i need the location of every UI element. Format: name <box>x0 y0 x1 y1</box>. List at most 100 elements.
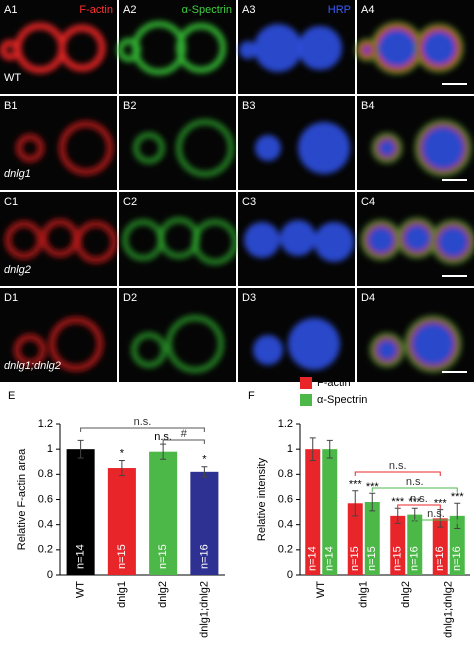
spectrin-signal <box>131 332 167 368</box>
y-tick-label: 0.6 <box>38 493 53 505</box>
n-label: n=14 <box>324 546 336 571</box>
bracket-label: # <box>181 428 188 440</box>
n-label: n=15 <box>157 544 169 569</box>
panel-id: B3 <box>242 100 255 112</box>
panel-id: C3 <box>242 196 256 208</box>
n-label: n=15 <box>349 546 361 571</box>
y-tick-label: 0.4 <box>278 519 293 531</box>
bar <box>190 471 219 575</box>
signal <box>369 315 462 373</box>
actin-signal <box>74 220 118 264</box>
panel-id: C4 <box>361 196 375 208</box>
hrp-signal <box>254 24 302 72</box>
panel-id: D4 <box>361 292 375 304</box>
bracket-label: n.s. <box>427 508 445 520</box>
signal <box>255 122 350 174</box>
y-axis-label: Relative F-actin area <box>16 448 28 550</box>
n-label: n=14 <box>75 544 87 569</box>
spectrin-signal <box>192 219 238 265</box>
error-bar <box>352 490 359 517</box>
micrograph: B2 <box>119 96 236 190</box>
genotype-label: WT <box>4 72 21 84</box>
micrograph: C4 <box>357 192 474 286</box>
signal <box>4 218 118 264</box>
significance-label: *** <box>366 481 380 493</box>
error-bar <box>437 509 444 528</box>
y-tick-label: 0.2 <box>278 544 293 556</box>
actin-signal <box>4 220 44 260</box>
error-bar <box>369 492 376 512</box>
significance-bracket <box>354 471 441 476</box>
hrp-signal <box>255 135 281 161</box>
hrp-signal <box>433 222 473 262</box>
significance-bracket <box>162 439 205 444</box>
genotype-label: dnlg2 <box>4 264 31 276</box>
spectrin-signal <box>414 23 464 73</box>
micrograph: A2 α-Spectrin <box>117 0 236 94</box>
hrp-signal <box>288 318 340 370</box>
bracket-label: n.s. <box>406 476 424 488</box>
x-tick-label: dnlg1 <box>116 581 128 608</box>
genotype-label: dnlg1 <box>4 168 31 180</box>
signal <box>253 318 340 370</box>
error-bar <box>309 437 316 461</box>
spectrin-signal <box>430 219 474 265</box>
spectrin-signal <box>166 315 224 373</box>
signal <box>13 316 104 372</box>
n-label: n=14 <box>307 546 319 571</box>
micrograph: A4 <box>355 0 474 94</box>
n-label: n=15 <box>366 546 378 571</box>
n-label: n=16 <box>198 544 210 569</box>
legend-label: α-Spectrin <box>317 394 367 406</box>
y-tick-label: 0.4 <box>38 519 53 531</box>
bar <box>347 503 363 575</box>
y-tick-label: 0.6 <box>278 493 293 505</box>
significance-label: * <box>120 447 125 459</box>
significance-label: *** <box>434 497 448 509</box>
hrp-signal <box>417 122 469 174</box>
y-axis-label: Relative intensity <box>256 457 268 541</box>
panel-id: A2 <box>123 4 136 16</box>
panel-id: A3 <box>242 4 255 16</box>
panel-id: D3 <box>242 292 256 304</box>
hrp-signal <box>407 318 459 370</box>
signal <box>239 24 342 72</box>
y-tick-label: 0 <box>47 569 53 581</box>
micrograph: D3 <box>238 288 355 382</box>
micrograph: C3 <box>238 192 355 286</box>
bar <box>407 514 423 575</box>
panel-label: E <box>8 390 15 402</box>
hrp-signal <box>417 26 461 70</box>
panel-label: F <box>248 390 255 402</box>
actin-signal <box>15 133 45 163</box>
micrograph: D4 <box>357 288 474 382</box>
y-tick-label: 1.2 <box>38 418 53 430</box>
signal <box>15 120 114 176</box>
significance-label: * <box>202 454 207 466</box>
signal <box>0 22 106 74</box>
actin-signal <box>58 24 106 72</box>
hrp-signal <box>239 41 257 59</box>
bar <box>107 468 136 575</box>
significance-label: *** <box>349 479 363 491</box>
y-tick-label: 0 <box>287 569 293 581</box>
spectrin-signal <box>355 38 379 62</box>
bar <box>149 451 178 575</box>
y-tick-label: 1 <box>287 443 293 455</box>
signal <box>131 315 224 373</box>
bar <box>432 518 448 575</box>
y-tick-label: 1.2 <box>278 418 293 430</box>
spectrin-signal <box>133 132 165 164</box>
bracket-label: n.s. <box>389 460 407 472</box>
panel-id: B2 <box>123 100 136 112</box>
spectrin-signal <box>117 38 141 62</box>
stain-label: HRP <box>328 4 351 16</box>
bar <box>364 502 380 575</box>
hrp-signal <box>280 220 316 256</box>
micrograph: B3 <box>238 96 355 190</box>
micrograph: A3 HRP <box>238 0 355 94</box>
n-label: n=15 <box>116 544 128 569</box>
stain-label: F-actin <box>79 4 113 16</box>
error-bar <box>118 459 125 477</box>
signal <box>133 119 234 177</box>
